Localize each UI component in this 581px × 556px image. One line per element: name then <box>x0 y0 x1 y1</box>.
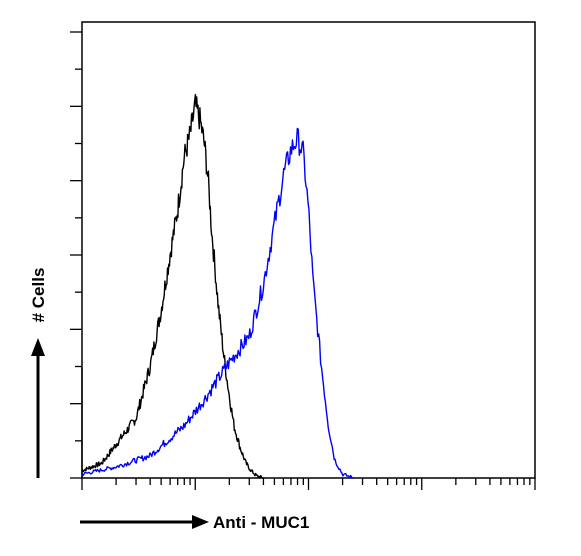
x-axis-ticks <box>81 478 536 490</box>
series-line-control <box>81 93 264 479</box>
y-axis-ticks <box>70 31 82 479</box>
plot-frame <box>81 21 536 479</box>
x-axis-arrow <box>80 515 209 529</box>
y-axis-arrow <box>31 338 45 478</box>
x-axis-label: Anti - MUC1 <box>213 513 309 532</box>
series-layer <box>81 93 354 479</box>
y-axis-label: # Cells <box>29 268 48 323</box>
series-line-muc1 <box>81 127 354 479</box>
